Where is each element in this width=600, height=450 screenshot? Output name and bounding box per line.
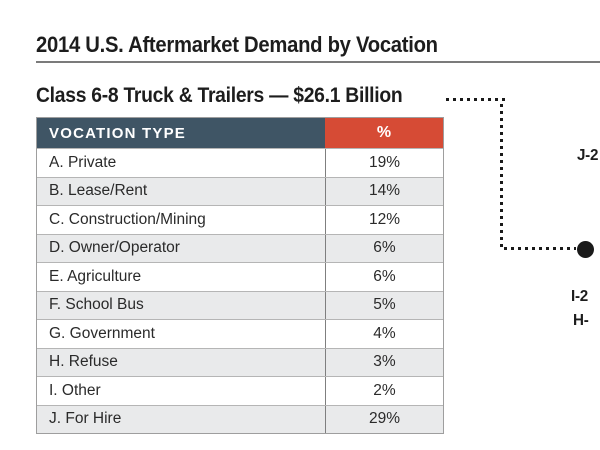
row-value: 6%	[325, 234, 443, 262]
dotted-connector-bottom	[504, 247, 576, 250]
table-row: B. Lease/Rent 14%	[37, 176, 443, 205]
row-label: E. Agriculture	[49, 267, 142, 285]
table-row: G. Government 4%	[37, 319, 443, 348]
dotted-connector-vertical	[500, 104, 503, 248]
row-value: 4%	[325, 320, 443, 348]
row-value: 29%	[325, 405, 443, 433]
table-row: E. Agriculture 6%	[37, 262, 443, 291]
table-row: D. Owner/Operator 6%	[37, 233, 443, 262]
table-row: J. For Hire 29%	[37, 404, 443, 433]
row-label: F. School Bus	[49, 296, 144, 314]
table-row: A. Private 19%	[37, 148, 443, 177]
table-row: I. Other 2%	[37, 376, 443, 405]
dotted-connector-top	[446, 98, 506, 101]
table-row: F. School Bus 5%	[37, 290, 443, 319]
row-label: C. Construction/Mining	[49, 210, 206, 228]
row-value: 5%	[325, 291, 443, 319]
row-label: G. Government	[49, 324, 155, 342]
table-row: C. Construction/Mining 12%	[37, 205, 443, 234]
row-value: 2%	[325, 377, 443, 405]
row-label: I. Other	[49, 381, 101, 399]
table-body: A. Private 19% B. Lease/Rent 14% C. Cons…	[37, 148, 443, 433]
row-value: 6%	[325, 263, 443, 291]
row-value: 12%	[325, 206, 443, 234]
connector-endpoint-dot-icon	[577, 241, 594, 258]
row-label: J. For Hire	[49, 410, 122, 428]
row-value: 14%	[325, 177, 443, 205]
row-value: 3%	[325, 348, 443, 376]
table-row: H. Refuse 3%	[37, 347, 443, 376]
chart-subtitle: Class 6-8 Truck & Trailers — $26.1 Billi…	[36, 84, 403, 107]
row-value: 19%	[325, 149, 443, 177]
row-label: B. Lease/Rent	[49, 182, 148, 200]
table-header-row: VOCATION TYPE %	[37, 118, 443, 148]
column-header-vocation-type: VOCATION TYPE	[37, 118, 325, 148]
column-header-percent: %	[325, 118, 443, 148]
row-label: D. Owner/Operator	[49, 239, 180, 257]
vocation-table: VOCATION TYPE % A. Private 19% B. Lease/…	[36, 117, 444, 434]
pie-callout-label-j: J-2	[577, 147, 599, 164]
row-label: H. Refuse	[49, 353, 118, 371]
page-title: 2014 U.S. Aftermarket Demand by Vocation	[36, 32, 438, 57]
row-label: A. Private	[49, 153, 117, 171]
title-underline	[36, 61, 600, 63]
pie-callout-label-h: H-	[573, 312, 589, 329]
pie-callout-label-i: I-2	[571, 288, 588, 305]
